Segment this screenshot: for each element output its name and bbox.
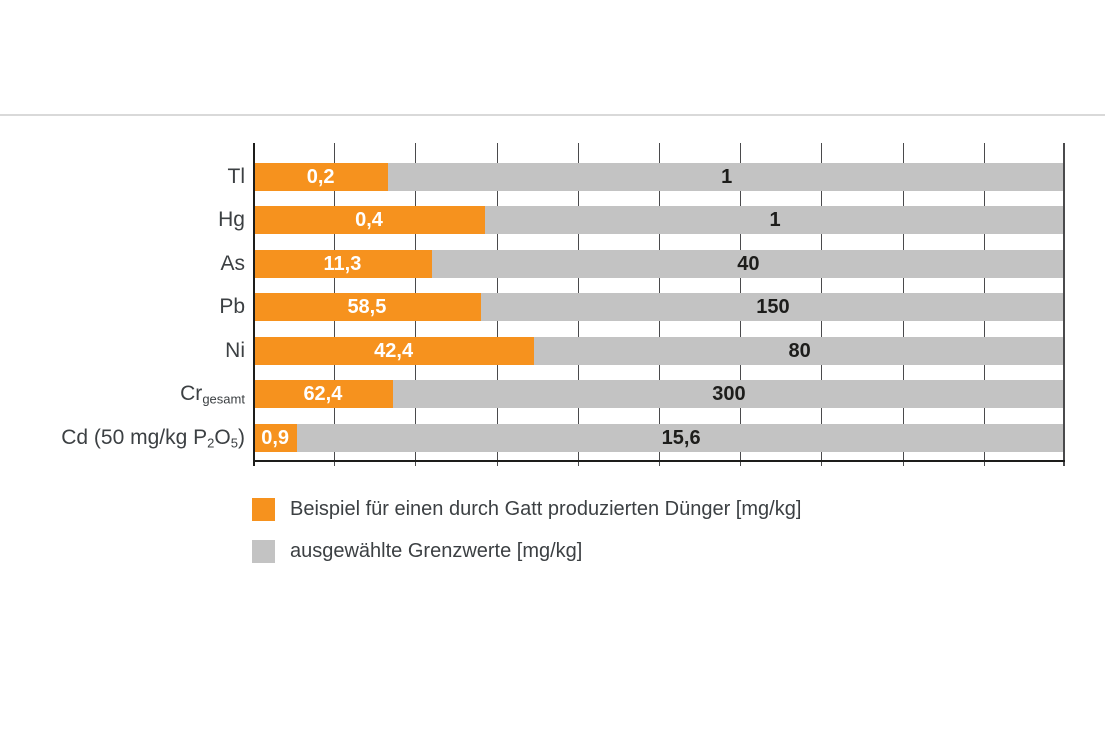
bar-row: 42,4 80 bbox=[253, 336, 1065, 365]
sample-bar-segment: 0,2 bbox=[253, 163, 389, 191]
legend-label-limit: ausgewählte Grenzwerte [mg/kg] bbox=[290, 540, 583, 562]
limit-bar-segment: 80 bbox=[534, 336, 1065, 365]
limit-bar-segment: 1 bbox=[388, 163, 1065, 191]
bar-row: 11,3 40 bbox=[253, 249, 1065, 278]
sample-color-swatch bbox=[252, 498, 275, 521]
sample-bar-segment: 62,4 bbox=[253, 380, 393, 409]
limit-bar-segment: 150 bbox=[480, 293, 1065, 322]
sample-bar-segment: 11,3 bbox=[253, 249, 432, 278]
legend-label-sample: Beispiel für einen durch Gatt produziert… bbox=[290, 498, 802, 520]
bar-row: 58,5 150 bbox=[253, 293, 1065, 322]
sample-bar-segment: 42,4 bbox=[253, 336, 535, 365]
bar-row: 0,2 1 bbox=[253, 163, 1065, 191]
bar-row: 0,9 15,6 bbox=[253, 423, 1065, 452]
category-label: Pb bbox=[219, 295, 245, 319]
limit-bar-segment: 300 bbox=[392, 380, 1065, 409]
limit-bar-segment: 1 bbox=[485, 206, 1065, 235]
y-axis-line bbox=[253, 143, 255, 466]
sample-bar-segment: 58,5 bbox=[253, 293, 481, 322]
category-label: Ni bbox=[225, 338, 245, 362]
sample-bar-segment: 0,4 bbox=[253, 206, 485, 235]
legend-item-limit: ausgewählte Grenzwerte [mg/kg] bbox=[252, 540, 582, 563]
plot-right-edge-line bbox=[1063, 143, 1065, 466]
bar-row: 0,4 1 bbox=[253, 206, 1065, 235]
x-axis-line bbox=[253, 460, 1065, 462]
category-label: Hg bbox=[218, 208, 245, 232]
sample-bar-segment: 0,9 bbox=[253, 423, 298, 452]
limit-bar-segment: 15,6 bbox=[297, 423, 1065, 452]
category-label: Tl bbox=[227, 165, 246, 188]
limit-bar-segment: 40 bbox=[431, 249, 1065, 278]
legend-item-sample: Beispiel für einen durch Gatt produziert… bbox=[252, 498, 801, 521]
category-label: As bbox=[220, 251, 245, 275]
limit-color-swatch bbox=[252, 540, 275, 563]
category-label: Crgesamt bbox=[180, 382, 245, 407]
top-separator-rule bbox=[0, 114, 1105, 116]
bar-row: 62,4 300 bbox=[253, 380, 1065, 409]
plot-area: 0,2 1 0,4 1 11,3 40 58,5 150 42,4 80 62,4 300 0,9 15,… bbox=[253, 143, 1065, 466]
category-label: Cd (50 mg/kg P2O5) bbox=[61, 425, 245, 451]
